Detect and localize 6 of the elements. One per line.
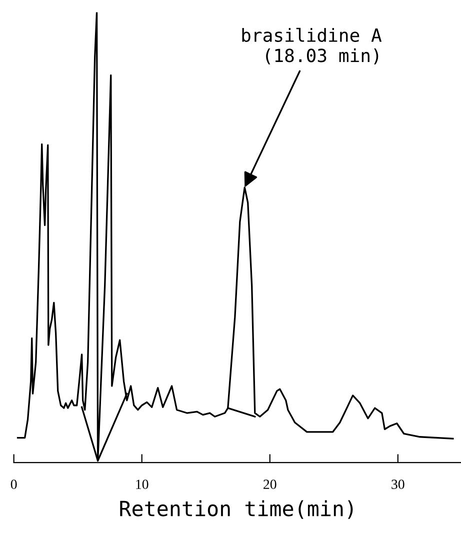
x-tick-label: 20 [264, 480, 276, 489]
x-axis-title: Retention time(min) [120, 500, 353, 519]
annotation: brasilidine A (18.03 min) [242, 28, 382, 64]
x-tick-label: 10 [136, 480, 148, 489]
x-tick-label: 30 [392, 480, 404, 489]
x-tick-label: 0 [10, 480, 17, 489]
